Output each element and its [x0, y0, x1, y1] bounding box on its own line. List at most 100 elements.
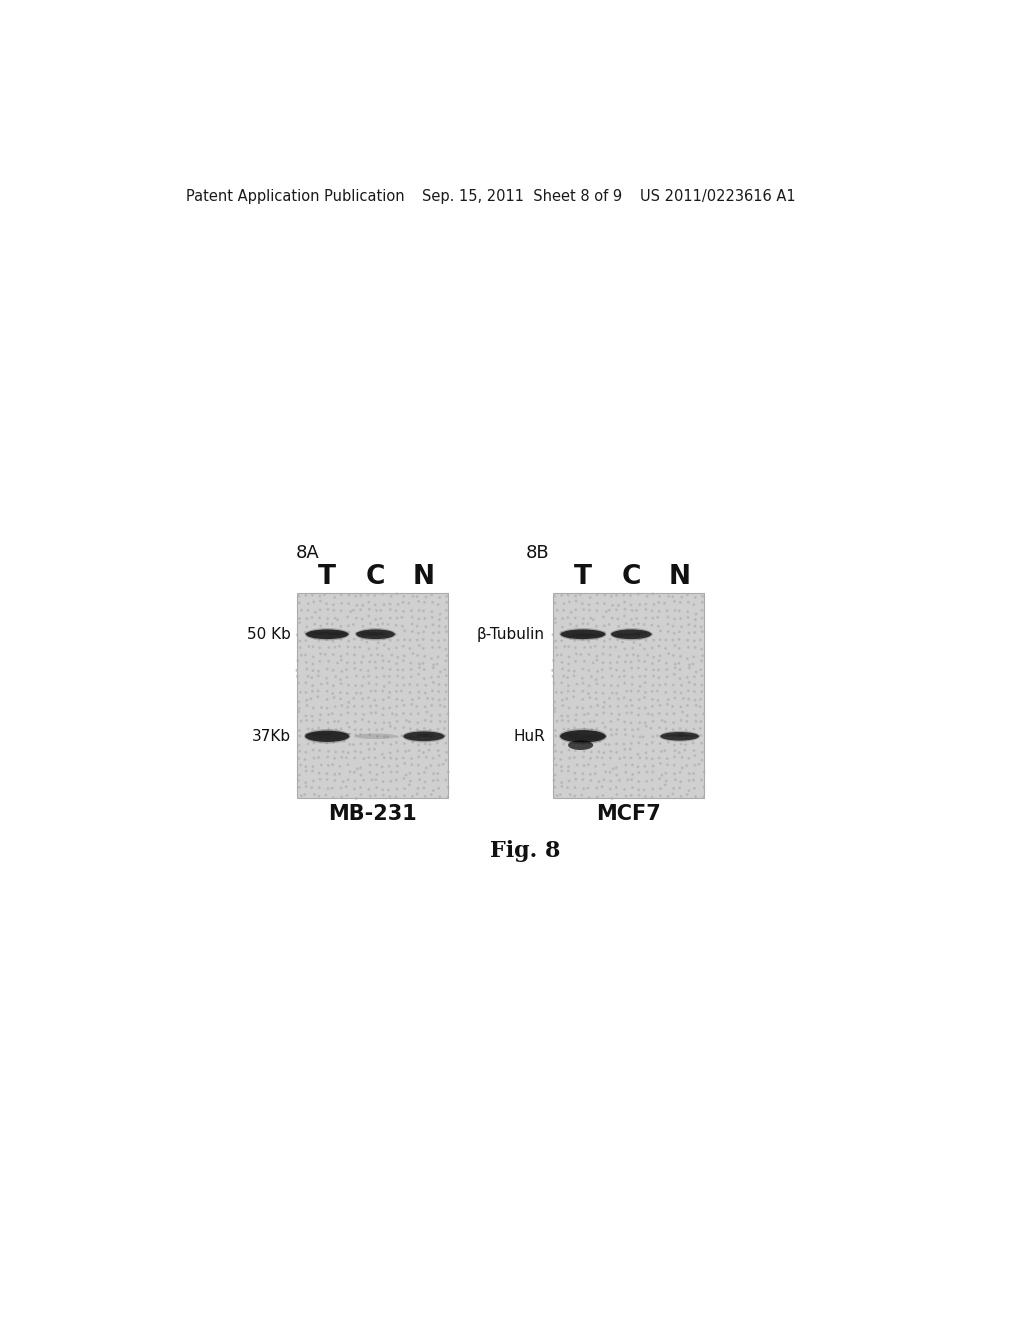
Circle shape — [664, 602, 666, 605]
Circle shape — [554, 701, 555, 702]
Circle shape — [617, 698, 620, 700]
Ellipse shape — [572, 634, 593, 635]
Circle shape — [299, 730, 300, 731]
Circle shape — [631, 705, 633, 706]
Circle shape — [686, 677, 688, 678]
Circle shape — [410, 692, 411, 693]
Circle shape — [312, 708, 314, 709]
Circle shape — [370, 795, 371, 797]
Circle shape — [701, 675, 702, 677]
Circle shape — [374, 634, 376, 635]
Circle shape — [627, 711, 628, 714]
Circle shape — [334, 774, 336, 775]
Circle shape — [297, 634, 298, 635]
Circle shape — [395, 796, 397, 797]
Ellipse shape — [403, 731, 444, 741]
Circle shape — [596, 594, 598, 595]
Circle shape — [569, 623, 571, 624]
Circle shape — [584, 714, 585, 715]
Circle shape — [396, 663, 397, 664]
Circle shape — [577, 706, 578, 709]
Circle shape — [651, 634, 652, 635]
Circle shape — [626, 690, 628, 692]
Circle shape — [376, 676, 378, 678]
Circle shape — [417, 729, 418, 730]
Circle shape — [425, 597, 427, 598]
Circle shape — [652, 771, 653, 772]
Circle shape — [319, 609, 321, 611]
Circle shape — [388, 789, 389, 791]
Circle shape — [438, 755, 440, 756]
Circle shape — [353, 655, 355, 656]
Circle shape — [700, 626, 701, 627]
Circle shape — [639, 758, 641, 759]
Circle shape — [645, 603, 646, 605]
Ellipse shape — [305, 733, 329, 735]
Text: T: T — [318, 564, 336, 590]
Circle shape — [569, 793, 571, 796]
Circle shape — [554, 744, 555, 746]
Circle shape — [562, 626, 563, 628]
Circle shape — [681, 756, 683, 758]
Circle shape — [638, 772, 640, 774]
Circle shape — [582, 668, 584, 669]
Circle shape — [402, 713, 404, 714]
Circle shape — [643, 789, 645, 791]
Circle shape — [397, 656, 398, 659]
Circle shape — [639, 722, 640, 723]
Circle shape — [417, 639, 418, 640]
Circle shape — [632, 764, 633, 766]
Circle shape — [602, 661, 604, 664]
Circle shape — [376, 774, 378, 775]
Circle shape — [625, 661, 627, 663]
Circle shape — [360, 775, 361, 776]
Circle shape — [617, 706, 618, 708]
Circle shape — [306, 668, 307, 669]
Circle shape — [318, 772, 319, 774]
Circle shape — [403, 655, 406, 656]
Bar — [553, 594, 703, 797]
Circle shape — [339, 645, 340, 647]
Circle shape — [382, 660, 384, 661]
Circle shape — [553, 660, 554, 661]
Circle shape — [401, 616, 402, 618]
Circle shape — [432, 780, 434, 781]
Circle shape — [645, 752, 647, 754]
Circle shape — [395, 779, 397, 780]
Circle shape — [327, 618, 329, 619]
Circle shape — [652, 766, 653, 767]
Circle shape — [305, 682, 306, 684]
Ellipse shape — [356, 630, 395, 639]
Circle shape — [694, 755, 695, 756]
Circle shape — [597, 705, 598, 706]
Circle shape — [359, 767, 361, 768]
Circle shape — [665, 784, 666, 785]
Circle shape — [319, 714, 322, 715]
Circle shape — [674, 692, 676, 693]
Circle shape — [591, 729, 593, 730]
Circle shape — [665, 684, 667, 685]
Circle shape — [561, 719, 563, 721]
Circle shape — [601, 785, 603, 788]
Circle shape — [688, 780, 690, 781]
Circle shape — [328, 660, 330, 663]
Circle shape — [590, 780, 592, 781]
Circle shape — [313, 601, 314, 603]
Circle shape — [568, 656, 569, 657]
Circle shape — [593, 663, 594, 664]
Circle shape — [306, 618, 307, 619]
Circle shape — [389, 668, 391, 671]
Circle shape — [665, 721, 666, 722]
Circle shape — [555, 735, 556, 737]
Circle shape — [699, 727, 701, 729]
Circle shape — [305, 781, 306, 783]
Circle shape — [555, 618, 556, 619]
Circle shape — [596, 738, 597, 739]
Circle shape — [305, 715, 307, 717]
Circle shape — [445, 648, 446, 649]
Circle shape — [446, 655, 447, 656]
Circle shape — [306, 719, 307, 721]
Circle shape — [445, 660, 446, 661]
Circle shape — [305, 692, 307, 693]
Circle shape — [397, 676, 398, 677]
